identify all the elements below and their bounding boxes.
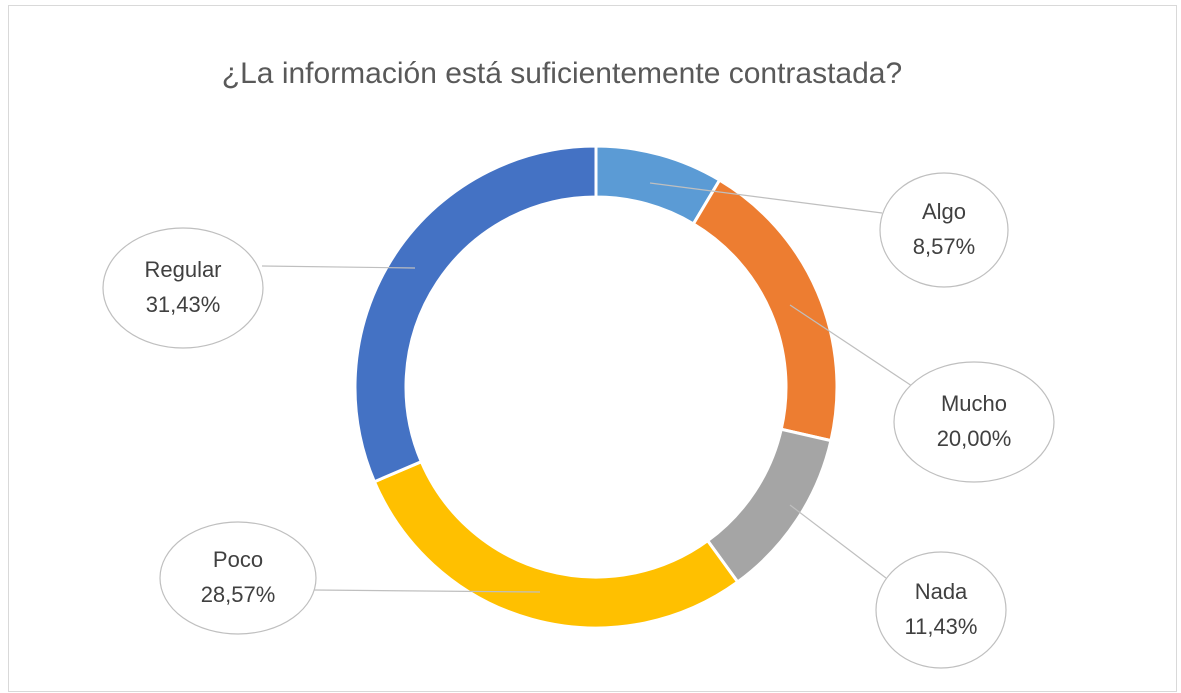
leader-line (789, 504, 887, 579)
chart-title: ¿La información está suficientemente con… (222, 57, 902, 90)
callout-bubble (159, 521, 317, 635)
data-label-value: 31,43% (146, 292, 221, 317)
data-label-value: 8,57% (913, 234, 975, 259)
leader-line (789, 304, 913, 387)
leader-line (261, 265, 416, 269)
callout-bubble (893, 361, 1055, 483)
data-label-value: 20,00% (937, 426, 1012, 451)
data-label-name: Regular (144, 257, 221, 282)
leader-line (313, 589, 541, 593)
callout-bubble (102, 227, 264, 349)
data-label-name: Algo (922, 199, 966, 224)
callout-bubble (879, 172, 1009, 288)
donut-segment (353, 144, 598, 484)
data-label-name: Poco (213, 547, 263, 572)
data-label-name: Nada (915, 579, 968, 604)
data-label-value: 11,43% (905, 614, 978, 639)
data-label-name: Mucho (941, 391, 1007, 416)
data-label-value: 28,57% (201, 582, 276, 607)
callout-bubble (875, 551, 1007, 669)
leader-line (649, 182, 883, 214)
